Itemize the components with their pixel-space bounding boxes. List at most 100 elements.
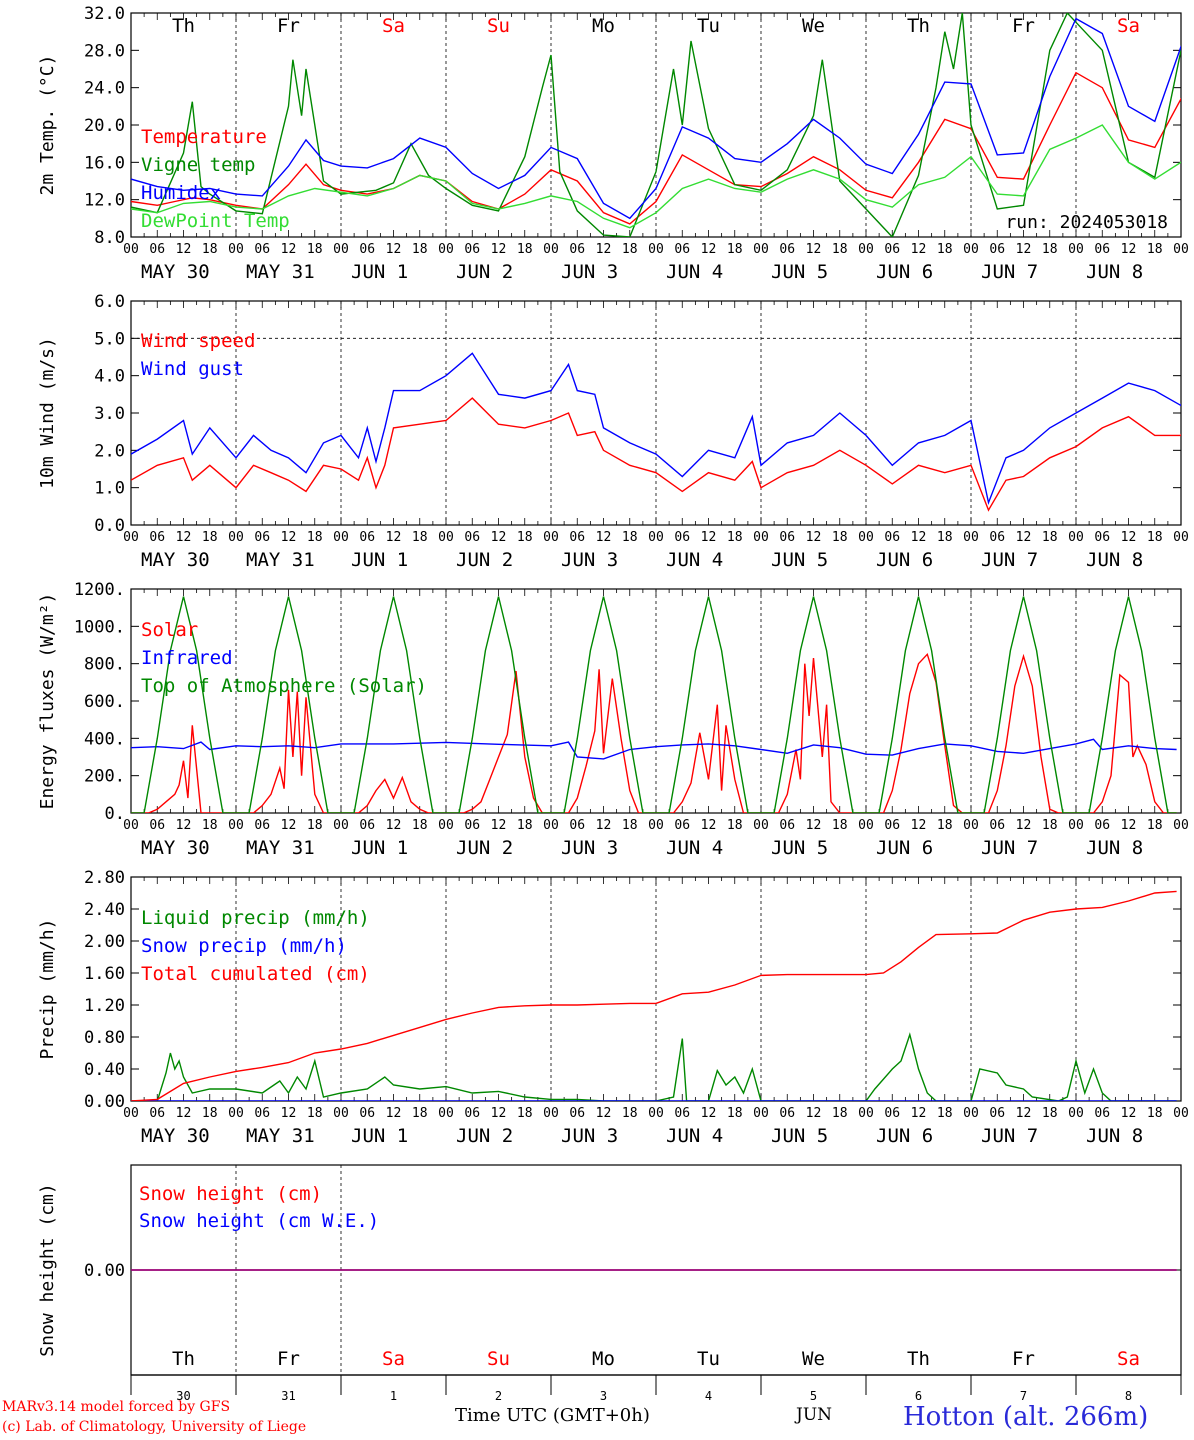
y-tick-label: 0.0 xyxy=(94,516,125,536)
date-label: JUN 4 xyxy=(666,549,723,571)
hour-tick-label: 18 xyxy=(202,530,218,545)
day-number-label: 4 xyxy=(705,1389,712,1403)
date-label: JUN 5 xyxy=(771,1125,828,1147)
hour-tick-label: 12 xyxy=(806,818,822,833)
hour-tick-label: 18 xyxy=(1147,1106,1163,1121)
hour-tick-label: 06 xyxy=(1094,242,1110,257)
hour-tick-label: 06 xyxy=(569,1106,585,1121)
y-tick-label: 0.00 xyxy=(84,1092,125,1112)
legend-entry: Humidex xyxy=(141,182,221,204)
hour-tick-label: 12 xyxy=(386,530,402,545)
date-label: JUN 4 xyxy=(666,1125,723,1147)
y-tick-label: 0.80 xyxy=(84,1028,125,1048)
y-tick-label: 2.40 xyxy=(84,900,125,920)
hour-tick-label: 18 xyxy=(937,818,953,833)
hour-tick-label: 06 xyxy=(674,1106,690,1121)
hour-tick-label: 06 xyxy=(884,818,900,833)
legend-entry: Infrared xyxy=(141,647,233,669)
hour-tick-label: 12 xyxy=(911,530,927,545)
hour-tick-label: 06 xyxy=(569,530,585,545)
hour-tick-label: 18 xyxy=(517,1106,533,1121)
weekday-label: Tu xyxy=(697,1348,720,1370)
hour-tick-label: 00 xyxy=(228,530,244,545)
date-label: JUN 1 xyxy=(351,549,408,571)
y-tick-label: 800. xyxy=(84,655,125,675)
hour-tick-label: 06 xyxy=(884,242,900,257)
hour-tick-label: 00 xyxy=(648,818,664,833)
hour-tick-label: 18 xyxy=(622,818,638,833)
hour-tick-label: 18 xyxy=(412,1106,428,1121)
hour-tick-label: 06 xyxy=(779,530,795,545)
run-label: run: 2024053018 xyxy=(1005,212,1168,233)
hour-tick-label: 06 xyxy=(989,1106,1005,1121)
hour-tick-label: 06 xyxy=(1094,818,1110,833)
date-label: MAY 30 xyxy=(141,261,210,283)
y-axis-label: Energy fluxes (W/m²) xyxy=(37,593,58,810)
date-label: JUN 3 xyxy=(561,549,618,571)
hour-tick-label: 12 xyxy=(596,818,612,833)
hour-tick-label: 00 xyxy=(543,530,559,545)
hour-tick-label: 00 xyxy=(333,530,349,545)
hour-tick-label: 00 xyxy=(123,818,139,833)
month-label: JUN xyxy=(796,1405,833,1425)
hour-tick-label: 06 xyxy=(674,530,690,545)
hour-tick-label: 00 xyxy=(963,242,979,257)
hour-tick-label: 00 xyxy=(543,818,559,833)
series-line-temperature xyxy=(131,71,1181,225)
hour-tick-label: 00 xyxy=(858,242,874,257)
hour-tick-label: 06 xyxy=(674,242,690,257)
hour-tick-label: 12 xyxy=(911,818,927,833)
y-tick-label: 6.0 xyxy=(94,292,125,312)
y-tick-label: 600. xyxy=(84,692,125,712)
hour-tick-label: 00 xyxy=(1068,242,1084,257)
hour-tick-label: 00 xyxy=(438,818,454,833)
day-number-label: 7 xyxy=(1020,1389,1027,1403)
hour-tick-label: 18 xyxy=(727,242,743,257)
hour-tick-label: 18 xyxy=(622,1106,638,1121)
hour-tick-label: 00 xyxy=(438,1106,454,1121)
hour-tick-label: 12 xyxy=(596,530,612,545)
hour-tick-label: 00 xyxy=(123,530,139,545)
y-tick-label: 2.80 xyxy=(84,868,125,888)
day-number-label: 5 xyxy=(810,1389,817,1403)
y-tick-label: 24.0 xyxy=(84,79,125,99)
hour-tick-label: 18 xyxy=(1042,242,1058,257)
date-label: MAY 30 xyxy=(141,837,210,859)
hour-tick-label: 18 xyxy=(937,530,953,545)
hour-tick-label: 18 xyxy=(307,530,323,545)
legend-entry: Liquid precip (mm/h) xyxy=(141,907,370,929)
y-tick-label: 20.0 xyxy=(84,116,125,136)
hour-tick-label: 06 xyxy=(779,1106,795,1121)
hour-tick-label: 12 xyxy=(1016,1106,1032,1121)
weekday-label: Fr xyxy=(1012,1348,1035,1370)
hour-tick-label: 06 xyxy=(359,242,375,257)
hour-tick-label: 00 xyxy=(543,242,559,257)
series-line-liquid-precip-mm-h- xyxy=(131,1032,1177,1101)
hour-tick-label: 06 xyxy=(1094,530,1110,545)
date-label: JUN 3 xyxy=(561,1125,618,1147)
hour-tick-label: 18 xyxy=(832,530,848,545)
hour-tick-label: 00 xyxy=(753,242,769,257)
hour-tick-label: 00 xyxy=(753,530,769,545)
hour-tick-label: 12 xyxy=(386,242,402,257)
date-label: MAY 31 xyxy=(246,549,315,571)
date-label: MAY 31 xyxy=(246,1125,315,1147)
date-label: JUN 4 xyxy=(666,837,723,859)
hour-tick-label: 12 xyxy=(491,530,507,545)
date-label: JUN 2 xyxy=(456,1125,513,1147)
hour-tick-label: 00 xyxy=(963,1106,979,1121)
date-label: JUN 6 xyxy=(876,549,933,571)
hour-tick-label: 12 xyxy=(911,242,927,257)
hour-tick-label: 12 xyxy=(1121,530,1137,545)
hour-tick-label: 06 xyxy=(779,818,795,833)
day-number-label: 3 xyxy=(600,1389,607,1403)
hour-tick-label: 06 xyxy=(254,530,270,545)
date-label: JUN 7 xyxy=(981,837,1038,859)
date-label: JUN 3 xyxy=(561,261,618,283)
date-label: JUN 3 xyxy=(561,837,618,859)
hour-tick-label: 18 xyxy=(412,530,428,545)
hour-tick-label: 12 xyxy=(281,1106,297,1121)
y-tick-label: 4.0 xyxy=(94,367,125,387)
hour-tick-label: 18 xyxy=(622,242,638,257)
hour-tick-label: 06 xyxy=(674,818,690,833)
